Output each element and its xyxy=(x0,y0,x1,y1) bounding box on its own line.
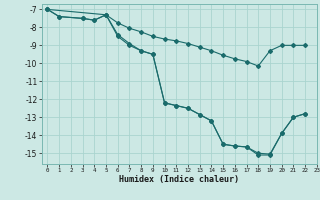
X-axis label: Humidex (Indice chaleur): Humidex (Indice chaleur) xyxy=(119,175,239,184)
